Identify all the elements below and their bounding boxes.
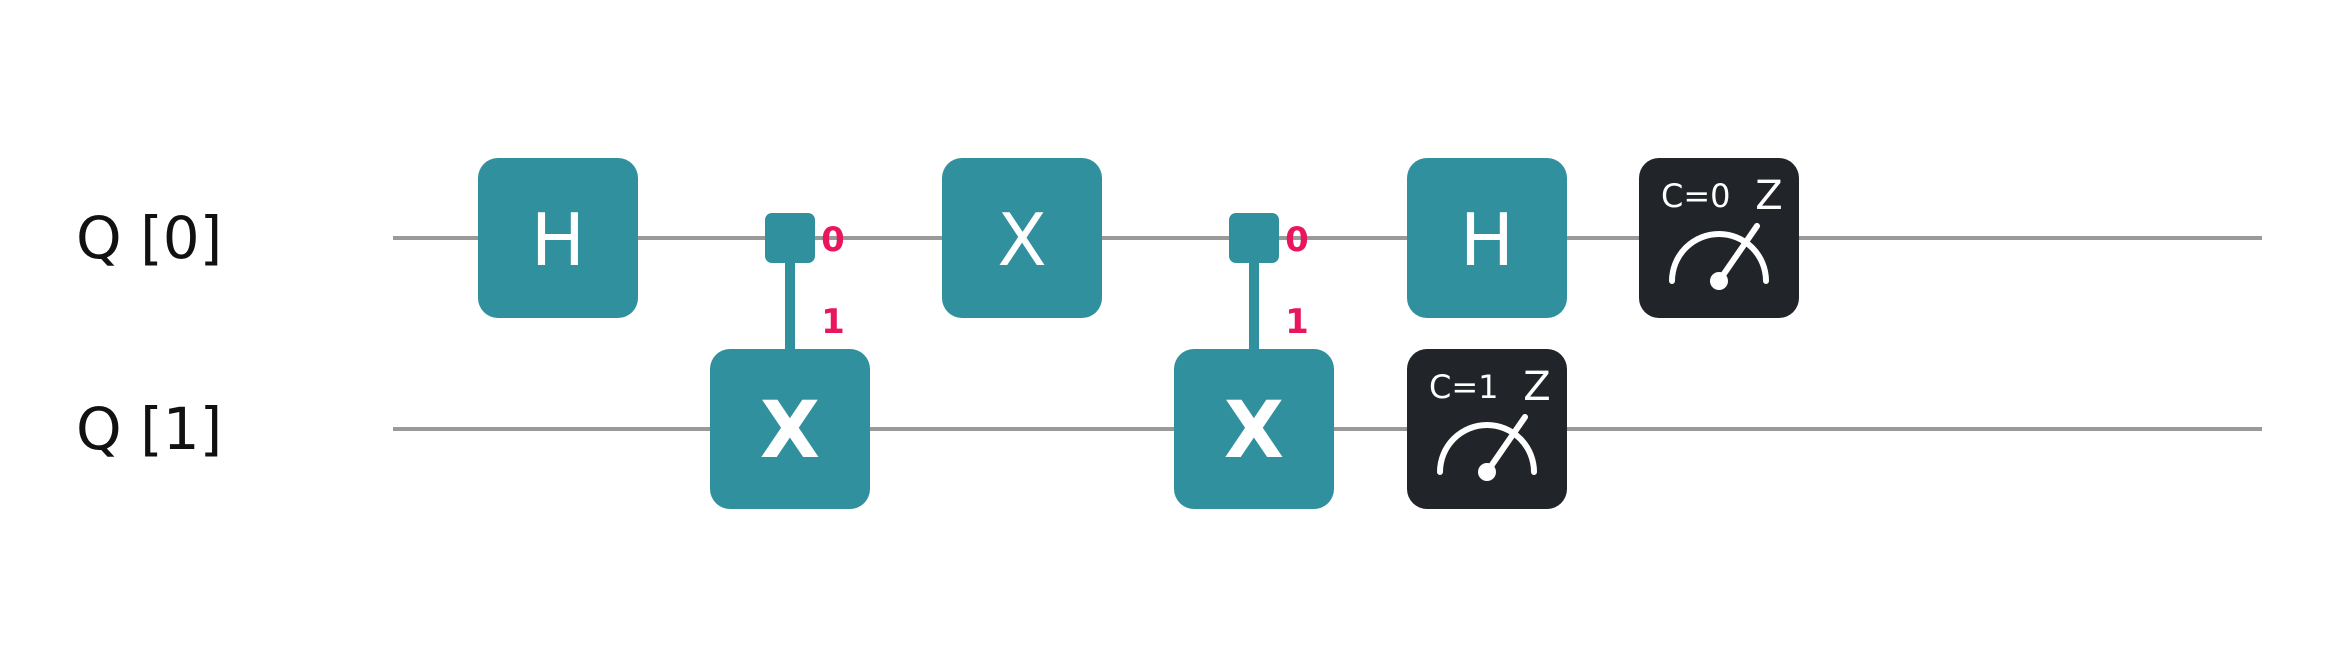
classical-register-label: C=1 bbox=[1429, 368, 1499, 406]
target-state-label: 1 bbox=[821, 302, 845, 342]
controlled-x-gate-1[interactable] bbox=[710, 349, 870, 509]
measure-gate-5[interactable] bbox=[1407, 349, 1567, 509]
circuit-gates: H 0 1 X X 0 1 X H C=1 Z C=0 Z bbox=[478, 158, 1799, 509]
measurement-basis-label: Z bbox=[1755, 173, 1782, 219]
gate-h-0[interactable] bbox=[478, 158, 638, 318]
gate-label: X bbox=[760, 386, 820, 476]
qubit-label-1: Q [1] bbox=[76, 395, 222, 463]
controlled-x-gate-3[interactable] bbox=[1174, 349, 1334, 509]
meter-icon bbox=[1669, 223, 1769, 290]
measurement-basis-label: Z bbox=[1523, 364, 1550, 410]
control-node[interactable] bbox=[1229, 213, 1279, 263]
gate-label: X bbox=[1224, 386, 1284, 476]
target-state-label: 1 bbox=[1285, 302, 1309, 342]
control-state-label: 0 bbox=[1285, 220, 1309, 260]
qubit-label-0: Q [0] bbox=[76, 204, 222, 272]
gate-label: H bbox=[531, 198, 585, 282]
gate-label: H bbox=[1460, 198, 1514, 282]
control-node[interactable] bbox=[765, 213, 815, 263]
gate-label: X bbox=[997, 198, 1046, 282]
measure-gate-6[interactable] bbox=[1639, 158, 1799, 318]
control-state-label: 0 bbox=[821, 220, 845, 260]
qubit-wires: Q [0] Q [1] bbox=[76, 204, 2262, 463]
gate-h-4[interactable] bbox=[1407, 158, 1567, 318]
meter-icon bbox=[1437, 414, 1537, 481]
classical-register-label: C=0 bbox=[1661, 177, 1731, 215]
gate-x-2[interactable] bbox=[942, 158, 1102, 318]
